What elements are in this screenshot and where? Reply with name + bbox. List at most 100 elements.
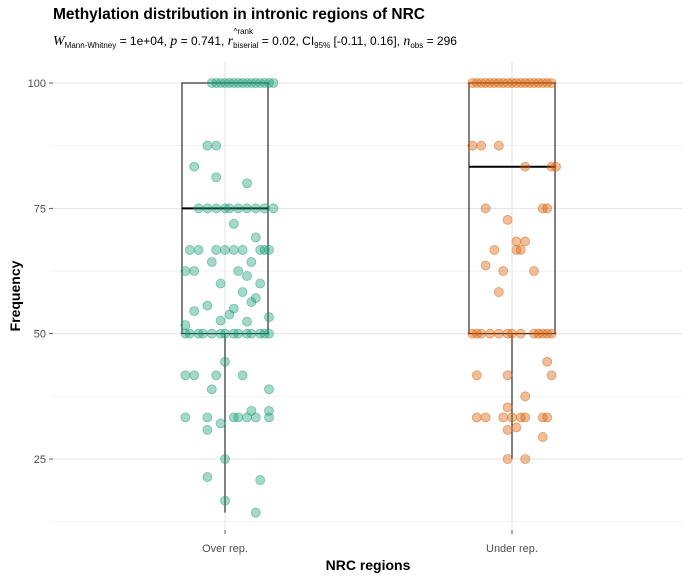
data-point <box>211 172 222 183</box>
data-point <box>502 425 513 435</box>
data-point <box>480 203 491 214</box>
data-point <box>485 328 495 339</box>
data-point <box>520 454 531 464</box>
data-point <box>529 266 539 276</box>
data-point <box>507 412 517 423</box>
data-point <box>507 328 517 339</box>
data-point <box>268 78 279 88</box>
data-point <box>471 412 482 423</box>
data-point <box>242 412 252 423</box>
tick-labels: 25 50 75 100 Over rep. Under rep. <box>28 78 538 555</box>
x-axis-title: NRC regions <box>326 557 411 573</box>
subtitle-w-value: = 1e+04, <box>116 34 171 48</box>
data-point <box>202 140 213 151</box>
chart-title: Methylation distribution in intronic reg… <box>53 6 425 23</box>
subtitle-n-sub: obs <box>410 41 424 50</box>
data-point <box>233 266 244 276</box>
chart-subtitle: WMann-Whitney = 1e+04, p = 0.741, r ^rank… <box>53 27 457 55</box>
data-point <box>542 203 553 214</box>
data-point <box>498 266 509 276</box>
data-point <box>189 370 200 381</box>
data-point <box>546 78 557 88</box>
data-points <box>180 78 561 518</box>
subtitle-w-sub: Mann-Whitney <box>64 41 117 50</box>
data-point <box>224 203 235 214</box>
data-point <box>511 236 522 247</box>
subtitle-w-symbol: W <box>53 34 65 49</box>
data-point <box>493 140 504 151</box>
data-point <box>237 287 248 297</box>
data-point <box>520 391 531 402</box>
subtitle-n-symbol: n <box>403 34 411 49</box>
data-point <box>515 328 526 339</box>
data-point <box>220 328 230 339</box>
data-point <box>250 507 261 518</box>
data-point <box>480 260 491 271</box>
data-point <box>224 309 235 320</box>
data-point <box>515 245 526 255</box>
data-point <box>189 161 200 172</box>
data-point <box>220 495 230 506</box>
data-point <box>228 218 239 229</box>
data-point <box>264 412 274 423</box>
data-point <box>202 472 213 482</box>
data-point <box>202 425 213 435</box>
subtitle-r-value: = 0.02, <box>258 34 303 48</box>
y-tick-label: 100 <box>28 78 46 90</box>
subtitle-ci-sub: 95% <box>314 41 331 50</box>
data-point <box>471 370 482 381</box>
data-point <box>489 245 500 255</box>
data-point <box>498 412 509 423</box>
data-point <box>502 402 513 413</box>
data-point <box>211 370 222 381</box>
data-point <box>202 412 213 423</box>
data-point <box>246 328 257 339</box>
data-point <box>493 287 504 297</box>
data-point <box>215 418 226 429</box>
data-point <box>264 312 274 323</box>
x-tick-label: Under rep. <box>486 543 538 555</box>
data-point <box>520 236 531 247</box>
data-point <box>242 203 252 214</box>
subtitle-r-symbol: r <box>227 34 234 49</box>
subtitle-r-group: r ^rank biserial <box>227 27 259 55</box>
data-point <box>180 266 191 276</box>
subtitle-r-sup: ^rank <box>233 27 253 36</box>
data-point <box>511 422 522 433</box>
data-point <box>242 271 252 281</box>
data-point <box>206 328 217 339</box>
data-point <box>237 245 248 255</box>
data-point <box>233 412 244 423</box>
y-tick-label: 75 <box>34 203 46 215</box>
data-point <box>480 412 491 423</box>
data-point <box>237 370 248 381</box>
data-point <box>551 161 561 172</box>
data-point <box>546 328 557 339</box>
data-point <box>520 412 531 423</box>
data-point <box>255 278 266 289</box>
data-point <box>180 320 191 331</box>
subtitle-p-value: = 0.741, <box>177 34 228 48</box>
data-point <box>220 356 230 367</box>
data-point <box>502 370 513 381</box>
subtitle-ci-value: [-0.11, 0.16], <box>330 34 404 48</box>
data-point <box>189 306 200 317</box>
data-point <box>184 245 195 255</box>
data-point <box>502 214 513 225</box>
data-point <box>228 245 239 255</box>
data-point <box>264 328 274 339</box>
data-point <box>220 245 230 255</box>
y-tick-label: 50 <box>34 329 46 341</box>
subtitle-r-sub: biserial <box>233 41 259 50</box>
subtitle-n-value: = 296 <box>423 34 457 48</box>
data-point <box>259 203 270 214</box>
data-point <box>233 328 244 339</box>
data-point <box>198 328 208 339</box>
data-point <box>193 203 204 214</box>
data-point <box>264 384 274 395</box>
data-point <box>211 245 222 255</box>
data-point <box>215 278 226 289</box>
data-point <box>268 203 279 214</box>
data-point <box>193 245 204 255</box>
